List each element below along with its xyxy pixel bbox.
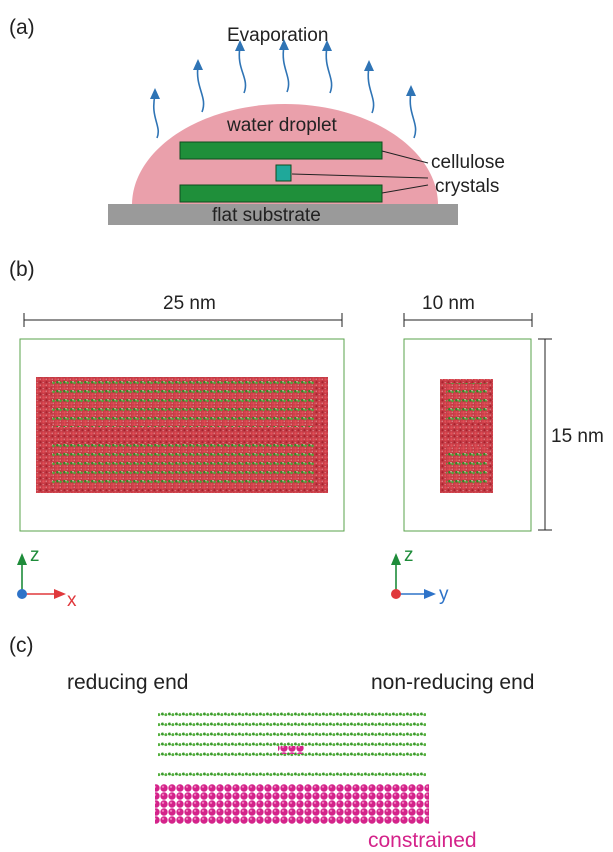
axis-origin-dot: [391, 589, 401, 599]
non-reducing-end-label: non-reducing end: [371, 671, 534, 694]
evaporation-arrow: [282, 45, 290, 93]
dimension-side-width: [23, 313, 343, 327]
reducing-end-label: reducing end: [67, 671, 188, 694]
upper-crystal-chains: [158, 712, 426, 762]
lower-crystal-top-row: [158, 772, 426, 782]
evaporation-label: Evaporation: [227, 25, 328, 46]
constrained-chain-segment: [278, 746, 304, 754]
evaporation-arrow: [238, 46, 247, 94]
axis-origin-dot: [17, 589, 27, 599]
end-view-molecules: [440, 379, 493, 493]
end-width-label: 10 nm: [422, 293, 475, 314]
side-view-molecules: [36, 377, 328, 493]
axis-label-z-right: z: [404, 545, 414, 566]
side-width-label: 25 nm: [163, 293, 216, 314]
crystals-label-line2: crystals: [435, 176, 499, 197]
panel-a-label: (a): [9, 16, 35, 39]
evaporation-arrows: [153, 45, 417, 139]
dimension-height: [538, 338, 552, 531]
evaporation-arrow: [367, 66, 375, 114]
axis-label-z-left: z: [30, 545, 40, 566]
evaporation-arrow: [153, 94, 159, 139]
constrained-atoms: [155, 784, 429, 824]
evaporation-arrow: [325, 46, 333, 94]
evaporation-arrowheads: [150, 39, 416, 99]
axis-label-x: x: [67, 590, 77, 611]
constrained-crystal-view: [155, 712, 429, 824]
crystal-bottom-chains: [52, 443, 314, 489]
axes-xz: [17, 553, 66, 599]
crystal-leader-lines: [291, 150, 429, 194]
constrained-label: constrained: [368, 829, 477, 852]
axes-yz: [391, 553, 436, 599]
substrate-label: flat substrate: [212, 205, 321, 226]
simulation-box-side: [19, 338, 345, 532]
crystal-top-chains: [52, 381, 314, 427]
crystals-label-line1: cellulose: [431, 152, 505, 173]
height-label: 15 nm: [551, 426, 604, 447]
evaporation-arrow: [409, 91, 417, 139]
panel-c-label: (c): [9, 634, 34, 657]
cellulose-crystal-top: [179, 141, 383, 160]
simulation-box-end: [403, 338, 532, 532]
panel-b-label: (b): [9, 258, 35, 281]
axis-label-y: y: [439, 584, 449, 605]
cellulose-crystal-bottom: [179, 184, 383, 203]
dimension-end-width: [403, 313, 533, 327]
flat-substrate: [108, 204, 458, 225]
cellulose-crystal-end-view: [275, 164, 292, 182]
evaporation-arrow: [196, 65, 205, 113]
droplet-label: water droplet: [226, 115, 338, 136]
